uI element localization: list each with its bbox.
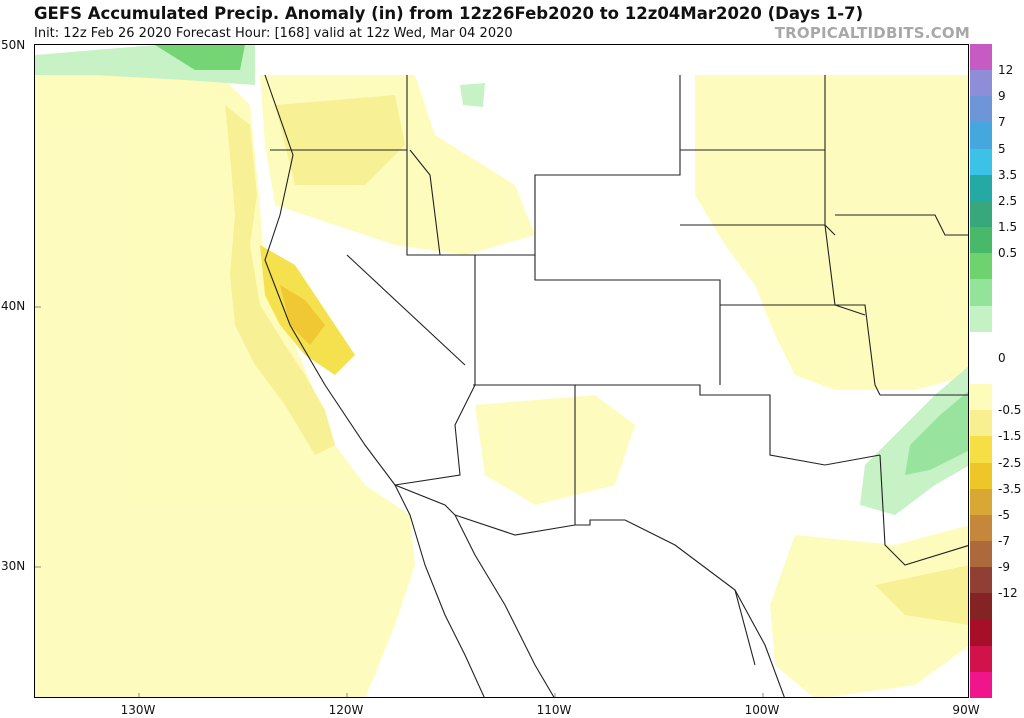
colorbar-segment	[970, 174, 992, 201]
colorbar-label: -5	[998, 507, 1010, 522]
lat-label-50n: 50N	[1, 38, 26, 52]
lon-label-90w: 90W	[952, 703, 980, 717]
colorbar-label: -1.5	[998, 429, 1022, 444]
lat-label-40n: 40N	[1, 299, 26, 313]
negative-anomaly-pacific	[35, 65, 415, 697]
colorbar-label: -0.5	[998, 403, 1022, 418]
colorbar-segment	[970, 671, 992, 698]
lon-label-130w: 130W	[120, 703, 156, 717]
anomaly-shading	[35, 45, 968, 697]
colorbar-label: 2.5	[998, 193, 1018, 208]
colorbar-segment	[970, 122, 992, 149]
lon-label-100w: 100W	[744, 703, 780, 717]
colorbar-segment	[970, 462, 992, 489]
colorbar-segment	[970, 44, 992, 71]
negative-anomaly-gulf-inner	[875, 565, 968, 625]
colorbar-label: 7	[998, 115, 1006, 130]
lat-label-30n: 30N	[1, 559, 26, 573]
negative-anomaly-coast	[225, 105, 335, 455]
colorbar-label: -9	[998, 560, 1010, 575]
mexico-coastline	[394, 484, 785, 697]
colorbar-label: -3.5	[998, 481, 1022, 496]
positive-anomaly-bc-inner	[155, 45, 245, 70]
positive-anomaly-idaho	[460, 83, 485, 107]
core-negative-california	[280, 285, 325, 345]
colorbar-segment	[970, 384, 992, 411]
colorbar-segment	[970, 96, 992, 123]
colorbar-label: 3.5	[998, 167, 1018, 182]
colorbar-segment	[970, 567, 992, 594]
negative-anomaly-nw-inner	[275, 95, 405, 185]
negative-anomaly-gulf	[770, 525, 968, 697]
colorbar-segment	[970, 645, 992, 672]
negative-anomaly-fourcorners	[475, 395, 635, 505]
colorbar-label: 12	[998, 63, 1014, 78]
chart-title: GEFS Accumulated Precip. Anomaly (in) fr…	[34, 4, 864, 23]
colorbar-label: 0	[998, 350, 1006, 365]
colorbar-segment	[970, 593, 992, 620]
colorbar-segment	[970, 148, 992, 175]
colorbar-segment	[970, 540, 992, 568]
negative-anomaly-plains	[695, 75, 968, 390]
colorbar-segment	[970, 619, 992, 646]
colorbar-segment	[970, 305, 992, 332]
lon-label-120w: 120W	[328, 703, 364, 717]
colorbar-label: -12	[998, 586, 1018, 601]
colorbar-segment	[970, 436, 992, 463]
colorbar-segment	[970, 253, 992, 280]
colorbar-label: 0.5	[998, 246, 1018, 261]
colorbar-segment	[970, 227, 992, 254]
colorbar-segment	[970, 488, 992, 515]
colorbar-segment	[970, 200, 992, 228]
lon-label-110w: 110W	[536, 703, 572, 717]
colorbar-segment	[970, 514, 992, 541]
gridlines	[35, 306, 764, 697]
colorbar-label: 1.5	[998, 220, 1018, 235]
precip-anomaly-map	[34, 44, 969, 698]
colorbar-segment	[970, 70, 992, 97]
colorbar	[970, 44, 992, 698]
colorbar-segment	[970, 331, 992, 358]
colorbar-label: 5	[998, 141, 1006, 156]
colorbar-label: 9	[998, 89, 1006, 104]
colorbar-segment	[970, 357, 992, 385]
colorbar-segment	[970, 410, 992, 437]
colorbar-label: -7	[998, 534, 1010, 549]
brand-watermark: TROPICALTIDBITS.COM	[774, 24, 970, 42]
init-valid-subtitle: Init: 12z Feb 26 2020 Forecast Hour: [16…	[34, 26, 513, 41]
positive-anomaly-mississippi-inner	[905, 391, 968, 475]
positive-anomaly-mississippi	[860, 366, 968, 515]
colorbar-label: -2.5	[998, 455, 1022, 470]
state-boundaries	[264, 74, 968, 666]
colorbar-segment	[970, 279, 992, 306]
